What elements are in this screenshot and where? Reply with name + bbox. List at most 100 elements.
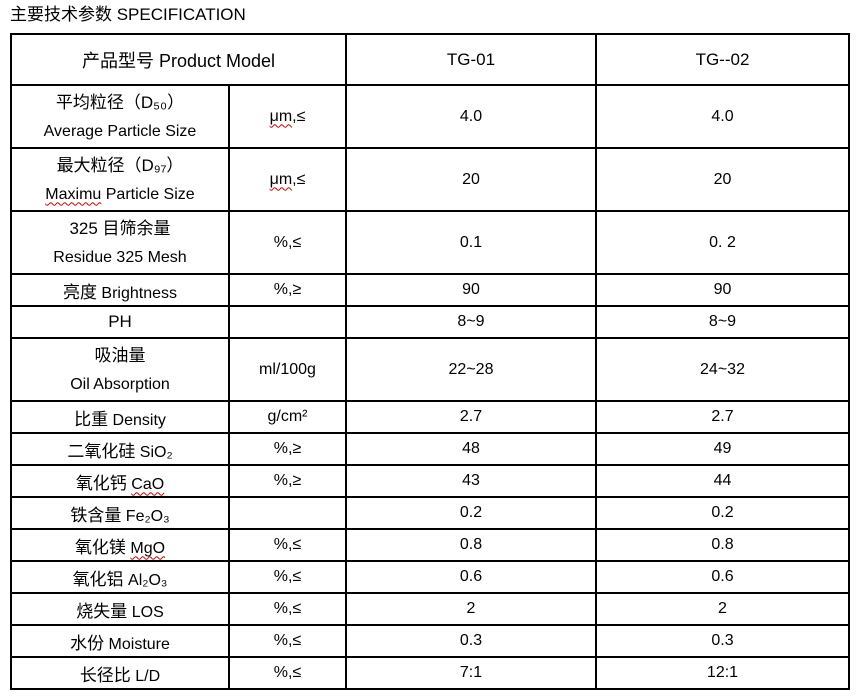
table-row: 水份 Moisture %,≤ 0.3 0.3 <box>10 624 850 658</box>
unit-cell: %,≤ <box>228 560 347 594</box>
table-row: 325 目筛余量 Residue 325 Mesh %,≤ 0.1 0. 2 <box>10 210 850 275</box>
param-label-en-part: Fe₂O₃ <box>125 507 170 525</box>
param-label-en-part: Maximu <box>45 185 102 203</box>
param-label-en: Maximu Particle Size <box>13 180 227 209</box>
param-label-zh: 氧化镁 <box>74 537 126 557</box>
param-cell: PH <box>10 305 230 339</box>
value-cell-tg02: 4.0 <box>595 84 850 149</box>
param-label-zh: 比重 <box>74 409 109 429</box>
param-cell: 二氧化硅 SiO₂ <box>10 432 230 466</box>
unit-label-part: μm <box>269 170 293 188</box>
table-row: 氧化钙 CaO %,≥ 43 44 <box>10 464 850 498</box>
value-cell-tg01: 7:1 <box>345 656 597 690</box>
value-cell-tg01: 2.7 <box>345 400 597 434</box>
table-row: PH 8~9 8~9 <box>10 305 850 339</box>
unit-label-part: ,≤ <box>292 107 306 125</box>
param-label-en: Oil Absorption <box>13 370 227 399</box>
unit-cell: g/cm² <box>228 400 347 434</box>
value-cell-tg01: 2 <box>345 592 597 626</box>
param-cell: 水份 Moisture <box>10 624 230 658</box>
param-label-en: Average Particle Size <box>13 117 227 146</box>
unit-label-part: %,≤ <box>273 600 302 617</box>
value-cell-tg02: 12:1 <box>595 656 850 690</box>
spec-table-body: 平均粒径（D₅₀） Average Particle Size μm,≤ 4.0 4.0… <box>10 84 850 690</box>
param-label-zh: 325 目筛余量 <box>69 218 171 238</box>
value-cell-tg02: 49 <box>595 432 850 466</box>
param-cell: 亮度 Brightness <box>10 273 230 307</box>
value-cell-tg02: 20 <box>595 147 850 212</box>
param-cell: 比重 Density <box>10 400 230 434</box>
param-cell: 吸油量 Oil Absorption <box>10 337 230 402</box>
param-label-en-part: Brightness <box>101 284 178 302</box>
page-title: 主要技术参数 SPECIFICATION <box>10 5 246 24</box>
value-cell-tg01: 90 <box>345 273 597 307</box>
value-cell-tg02: 0.6 <box>595 560 850 594</box>
unit-cell: %,≥ <box>228 464 347 498</box>
value-cell-tg02: 2 <box>595 592 850 626</box>
table-row: 平均粒径（D₅₀） Average Particle Size μm,≤ 4.0 4.0 <box>10 84 850 149</box>
value-cell-tg02: 90 <box>595 273 850 307</box>
param-label-zh: 吸油量 <box>94 345 146 365</box>
unit-label-part: %,≤ <box>273 632 302 649</box>
param-cell: 最大粒径（D₉₇） Maximu Particle Size <box>10 147 230 212</box>
unit-cell <box>228 305 347 339</box>
param-label-zh: 亮度 <box>62 282 97 302</box>
param-label-en-part: Al₂O₃ <box>128 571 168 589</box>
value-cell-tg01: 43 <box>345 464 597 498</box>
unit-label-part: μm <box>269 107 293 125</box>
table-row: 亮度 Brightness %,≥ 90 90 <box>10 273 850 307</box>
value-cell-tg02: 0.2 <box>595 496 850 530</box>
value-cell-tg02: 0.8 <box>595 528 850 562</box>
unit-cell: μm,≤ <box>228 147 347 212</box>
param-label-en-part: MgO <box>130 539 166 557</box>
unit-cell: %,≤ <box>228 210 347 275</box>
param-cell: 氧化钙 CaO <box>10 464 230 498</box>
unit-cell: %,≤ <box>228 656 347 690</box>
unit-label-part: g/cm² <box>267 408 308 425</box>
table-header-row: 产品型号 Product Model TG-01 TG--02 <box>10 33 850 86</box>
unit-cell: %,≤ <box>228 592 347 626</box>
param-label-en-part: L/D <box>135 667 161 685</box>
table-row: 烧失量 LOS %,≤ 2 2 <box>10 592 850 626</box>
table-row: 氧化镁 MgO %,≤ 0.8 0.8 <box>10 528 850 562</box>
value-cell-tg01: 4.0 <box>345 84 597 149</box>
param-label-en-part: Residue 325 Mesh <box>53 248 187 266</box>
value-cell-tg02: 24~32 <box>595 337 850 402</box>
unit-cell: %,≥ <box>228 432 347 466</box>
unit-label-part: %,≥ <box>273 281 302 298</box>
param-cell: 铁含量 Fe₂O₃ <box>10 496 230 530</box>
value-cell-tg01: 22~28 <box>345 337 597 402</box>
value-cell-tg02: 8~9 <box>595 305 850 339</box>
table-row: 吸油量 Oil Absorption ml/100g 22~28 24~32 <box>10 337 850 402</box>
unit-cell <box>228 496 347 530</box>
param-label-zh: 最大粒径（D₉₇） <box>56 155 184 175</box>
param-cell: 氧化铝 Al₂O₃ <box>10 560 230 594</box>
param-label-zh: PH <box>108 312 132 331</box>
unit-cell: μm,≤ <box>228 84 347 149</box>
value-cell-tg02: 0.3 <box>595 624 850 658</box>
param-label-en-part: CaO <box>131 475 165 493</box>
table-row: 铁含量 Fe₂O₃ 0.2 0.2 <box>10 496 850 530</box>
table-row: 氧化铝 Al₂O₃ %,≤ 0.6 0.6 <box>10 560 850 594</box>
unit-cell: ml/100g <box>228 337 347 402</box>
param-label-en-part: Density <box>112 411 166 429</box>
param-cell: 325 目筛余量 Residue 325 Mesh <box>10 210 230 275</box>
param-label-en-part: SiO₂ <box>139 443 173 461</box>
unit-label-part: ,≤ <box>292 170 306 188</box>
param-cell: 长径比 L/D <box>10 656 230 690</box>
param-label-zh: 水份 <box>70 633 105 653</box>
value-cell-tg01: 0.1 <box>345 210 597 275</box>
value-cell-tg02: 2.7 <box>595 400 850 434</box>
value-cell-tg01: 8~9 <box>345 305 597 339</box>
value-cell-tg01: 0.8 <box>345 528 597 562</box>
value-cell-tg02: 44 <box>595 464 850 498</box>
value-cell-tg01: 0.3 <box>345 624 597 658</box>
unit-cell: %,≤ <box>228 624 347 658</box>
param-cell: 烧失量 LOS <box>10 592 230 626</box>
unit-cell: %,≥ <box>228 273 347 307</box>
param-label-zh: 烧失量 <box>76 601 128 621</box>
unit-label-part: %,≤ <box>273 536 302 553</box>
value-cell-tg02: 0. 2 <box>595 210 850 275</box>
unit-label-part: %,≤ <box>273 233 302 251</box>
